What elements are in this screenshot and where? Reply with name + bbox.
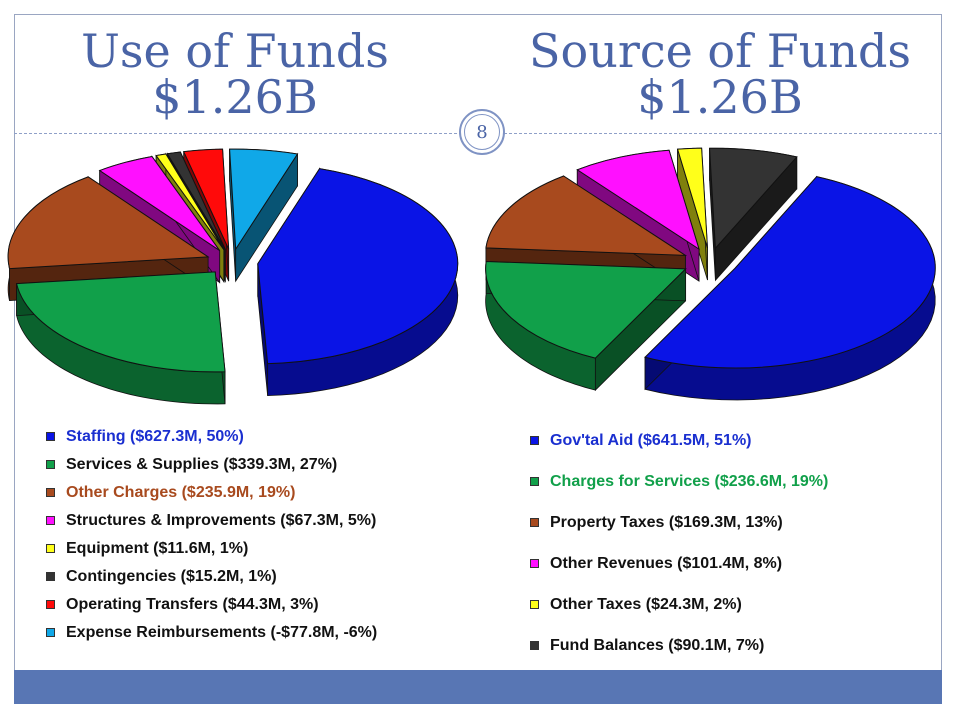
legend-item: Expense Reimbursements (-$77.8M, -6%) [46, 622, 377, 650]
legend-label: Fund Balances ($90.1M, 7%) [550, 637, 765, 654]
use-of-funds-title: Use of Funds $1.26B [60, 28, 410, 120]
pie-slice-0-3 [98, 155, 221, 251]
legend-swatch [530, 436, 539, 445]
legend-swatch [46, 432, 55, 441]
legend-swatch [530, 600, 539, 609]
use-of-funds-title-line2: $1.26B [152, 70, 318, 124]
legend-item: Staffing ($627.3M, 50%) [46, 426, 377, 454]
legend-label: Expense Reimbursements (-$77.8M, -6%) [66, 624, 378, 641]
pie-slice-1-3 [576, 149, 700, 251]
pie-chart-source-of-funds [485, 147, 936, 401]
legend-label: Operating Transfers ($44.3M, 3%) [66, 596, 319, 613]
page-number: 8 [476, 122, 488, 143]
legend-label: Staffing ($627.3M, 50%) [66, 428, 244, 445]
legend-item: Contingencies ($15.2M, 1%) [46, 566, 377, 594]
legend-label: Structures & Improvements ($67.3M, 5%) [66, 512, 377, 529]
legend-item: Other Taxes ($24.3M, 2%) [530, 594, 828, 635]
pie-slice-0-1 [15, 271, 226, 373]
legend-swatch [46, 544, 55, 553]
page-number-badge: 8 [459, 109, 505, 155]
pie-slice-0-6 [182, 148, 230, 250]
source-of-funds-title-line2: $1.26B [637, 70, 803, 124]
legend-swatch [46, 488, 55, 497]
legend-item: Fund Balances ($90.1M, 7%) [530, 635, 828, 676]
legend-swatch [46, 460, 55, 469]
legend-label: Other Charges ($235.9M, 19%) [66, 484, 296, 501]
source-of-funds-title-line1: Source of Funds [529, 24, 911, 78]
legend-item: Services & Supplies ($339.3M, 27%) [46, 454, 377, 482]
legend-item: Structures & Improvements ($67.3M, 5%) [46, 510, 377, 538]
legend-swatch [530, 559, 539, 568]
pie-slice-0-4 [155, 153, 225, 250]
legend-label: Contingencies ($15.2M, 1%) [66, 568, 277, 585]
source-of-funds-title: Source of Funds $1.26B [520, 28, 920, 120]
legend-item: Other Charges ($235.9M, 19%) [46, 482, 377, 510]
source-of-funds-legend: Gov'tal Aid ($641.5M, 51%) Charges for Se… [530, 430, 828, 676]
legend-label: Other Revenues ($101.4M, 8%) [550, 555, 783, 572]
legend-item: Property Taxes ($169.3M, 13%) [530, 512, 828, 553]
legend-label: Services & Supplies ($339.3M, 27%) [66, 456, 338, 473]
pie-slice-1-1 [485, 260, 687, 359]
pie-slice-1-5 [709, 147, 798, 250]
pie-slice-0-7 [229, 148, 299, 251]
pie-slice-1-2 [485, 175, 688, 256]
legend-label: Gov'tal Aid ($641.5M, 51%) [550, 432, 752, 449]
legend-item: Gov'tal Aid ($641.5M, 51%) [530, 430, 828, 471]
pie-chart-use-of-funds [7, 148, 459, 405]
legend-item: Equipment ($11.6M, 1%) [46, 538, 377, 566]
legend-swatch [530, 518, 539, 527]
legend-swatch [530, 641, 539, 650]
legend-label: Other Taxes ($24.3M, 2%) [550, 596, 742, 613]
pie-slice-1-0 [644, 176, 936, 369]
pie-slice-0-0 [257, 168, 459, 365]
legend-item: Operating Transfers ($44.3M, 3%) [46, 594, 377, 622]
use-of-funds-title-line1: Use of Funds [81, 24, 389, 78]
footer-bar [14, 670, 942, 704]
legend-item: Other Revenues ($101.4M, 8%) [530, 553, 828, 594]
pie-slice-1-4 [676, 147, 708, 249]
pie-slice-0-2 [7, 176, 210, 270]
use-of-funds-legend: Staffing ($627.3M, 50%) Services & Suppli… [46, 426, 377, 650]
legend-label: Property Taxes ($169.3M, 13%) [550, 514, 783, 531]
legend-swatch [46, 628, 55, 637]
legend-swatch [46, 600, 55, 609]
legend-swatch [46, 572, 55, 581]
legend-label: Charges for Services ($236.6M, 19%) [550, 473, 829, 490]
pie-slice-0-5 [166, 151, 226, 250]
legend-label: Equipment ($11.6M, 1%) [66, 540, 249, 557]
legend-swatch [46, 516, 55, 525]
legend-swatch [530, 477, 539, 486]
legend-item: Charges for Services ($236.6M, 19%) [530, 471, 828, 512]
